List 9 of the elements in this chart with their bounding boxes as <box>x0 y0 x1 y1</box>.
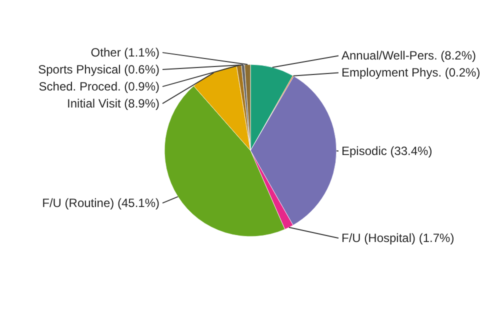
slice-label: F/U (Routine) (45.1%) <box>42 196 160 210</box>
slice-label: F/U (Hospital) (1.7%) <box>342 231 454 246</box>
slice-label: Sports Physical (0.6%) <box>38 62 160 77</box>
slice-label: Sched. Proced. (0.9%) <box>38 80 160 94</box>
slice-label: Initial Visit (8.9%) <box>67 96 160 111</box>
slice-label: Other (1.1%) <box>90 46 160 60</box>
slice-label: Annual/Well-Pers. (8.2%) <box>342 48 476 63</box>
slice-label: Employment Phys. (0.2%) <box>342 66 480 80</box>
slice-label: Episodic (33.4%) <box>342 144 432 158</box>
